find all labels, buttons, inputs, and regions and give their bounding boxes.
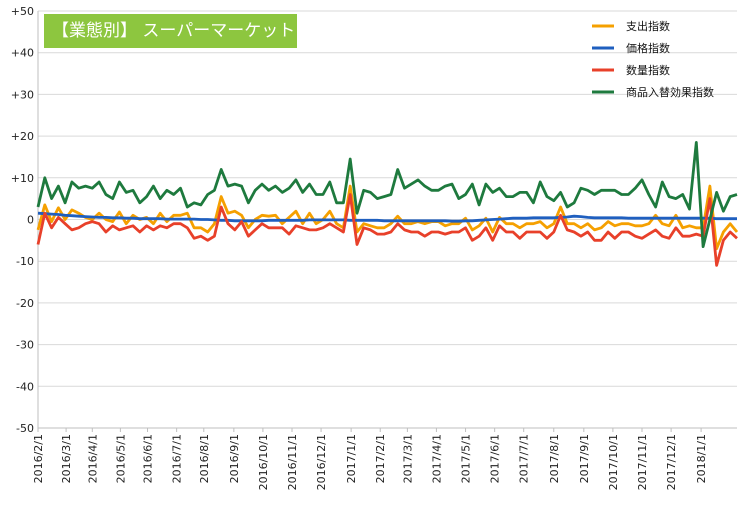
x-tick-label: 2017/12/1 xyxy=(665,434,678,490)
x-tick-label: 2016/6/1 xyxy=(142,434,155,483)
legend-label: 支出指数 xyxy=(626,19,670,33)
x-tick-label: 2017/10/1 xyxy=(607,434,620,490)
x-tick-label: 2017/1/1 xyxy=(345,434,358,483)
y-tick-label: +20 xyxy=(11,130,34,143)
x-tick-label: 2017/6/1 xyxy=(489,434,502,483)
y-tick-label: +50 xyxy=(11,5,34,18)
x-tick-label: 2016/4/1 xyxy=(86,434,99,483)
y-tick-label: +30 xyxy=(11,88,34,101)
series-line-2 xyxy=(36,193,738,267)
x-tick-label: 2017/11/1 xyxy=(636,434,649,490)
y-tick-label: +10 xyxy=(11,172,34,185)
series-line-0 xyxy=(36,184,739,251)
x-tick-label: 2016/5/1 xyxy=(114,434,127,483)
x-tick-label: 2018/1/1 xyxy=(695,434,708,483)
y-axis-ticks: +50 +40 +30 +20 +10 0 -10 -20 -30 -40 -50 xyxy=(11,5,34,435)
x-tick-label: 2017/2/1 xyxy=(374,434,387,483)
legend-label: 商品入替効果指数 xyxy=(626,85,714,99)
y-tick-label: +40 xyxy=(11,47,34,60)
y-tick-label: 0 xyxy=(27,214,34,227)
x-tick-label: 2017/7/1 xyxy=(518,434,531,483)
x-tick-label: 2017/9/1 xyxy=(578,434,591,483)
x-tick-label: 2017/8/1 xyxy=(548,434,561,483)
x-tick-label: 2016/3/1 xyxy=(60,434,73,483)
y-tick-label: -20 xyxy=(16,297,34,310)
series-line-3 xyxy=(36,140,738,249)
x-tick-label: 2016/9/1 xyxy=(228,434,241,483)
x-tick-label: 2016/8/1 xyxy=(198,434,211,483)
x-tick-label: 2016/11/1 xyxy=(286,434,299,490)
y-tick-label: -30 xyxy=(16,339,34,352)
x-tick-label: 2016/10/1 xyxy=(257,434,270,490)
chart-title: 【業態別】 スーパーマーケット xyxy=(44,14,297,48)
x-tick-label: 2017/5/1 xyxy=(460,434,473,483)
x-tick-label: 2017/4/1 xyxy=(430,434,443,483)
y-tick-label: -40 xyxy=(16,380,34,393)
y-tick-label: -10 xyxy=(16,255,34,268)
x-axis-ticks: 2016/2/1 2016/3/1 2016/4/1 2016/5/1 2016/6/1… xyxy=(32,428,708,490)
x-tick-label: 2016/7/1 xyxy=(171,434,184,483)
x-tick-label: 2016/12/1 xyxy=(315,434,328,490)
series-lines xyxy=(36,140,739,267)
legend-label: 価格指数 xyxy=(626,41,670,55)
x-tick-label: 2017/3/1 xyxy=(401,434,414,483)
y-tick-label: -50 xyxy=(16,422,34,435)
x-tick-label: 2016/2/1 xyxy=(32,434,45,483)
legend-label: 数量指数 xyxy=(626,63,670,77)
series-line-1 xyxy=(37,211,737,223)
